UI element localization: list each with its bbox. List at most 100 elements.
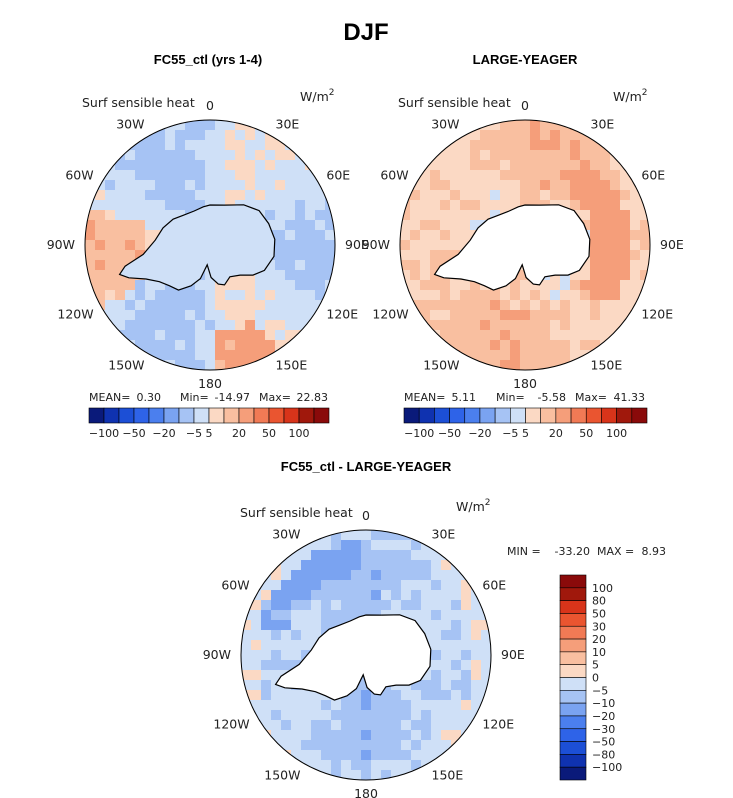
field-cell — [291, 620, 302, 631]
field-cell — [371, 570, 382, 581]
field-cell — [145, 310, 156, 321]
field-cell — [341, 750, 352, 761]
field-cell — [341, 550, 352, 561]
max-value: 8.93 — [642, 545, 667, 558]
field-cell — [315, 290, 326, 301]
field-cell — [185, 150, 196, 161]
field-cell — [391, 580, 402, 591]
field-cell — [410, 240, 421, 251]
field-cell — [450, 310, 461, 321]
colorbar-tick: −100 — [89, 427, 119, 440]
field-cell — [470, 330, 481, 341]
colorbar-swatch — [434, 407, 450, 424]
field-cell — [570, 320, 581, 331]
field-cell — [115, 210, 126, 221]
field-cell — [321, 540, 332, 551]
lon-label: 0 — [362, 508, 370, 523]
antarctica-landmass — [118, 204, 276, 291]
field-cell — [520, 190, 531, 201]
field-cell — [115, 180, 126, 191]
field-cell — [421, 730, 432, 741]
lon-label: 180 — [513, 376, 537, 391]
field-cell — [95, 260, 106, 271]
field-cell — [285, 310, 296, 321]
field-cell — [470, 130, 481, 141]
field-cell — [245, 200, 256, 211]
field-cell — [291, 730, 302, 741]
field-cell — [461, 610, 472, 621]
field-cell — [431, 750, 442, 761]
field-cell — [271, 660, 282, 671]
field-cell — [281, 700, 292, 711]
field-cell — [530, 360, 541, 370]
field-cell — [175, 120, 186, 131]
longitude-labels: 0 30E 60E 90E 120E 150E 180 150W 120W 90W 60W 30W — [362, 98, 684, 391]
field-cell — [115, 270, 126, 281]
field-cell — [371, 560, 382, 571]
field-cell — [520, 320, 531, 331]
field-cell — [600, 160, 611, 171]
field-cell — [411, 770, 422, 780]
field-cell — [570, 270, 581, 281]
field-cell — [175, 320, 186, 331]
field-cell — [145, 220, 156, 231]
field-cell — [215, 280, 226, 291]
field-cell — [315, 190, 326, 201]
colorbar-swatch — [631, 407, 648, 424]
field-cell — [145, 190, 156, 201]
lon-label: 90W — [203, 647, 231, 662]
field-cell — [265, 310, 276, 321]
colorbar-swatch — [313, 407, 330, 424]
field-cell — [411, 750, 422, 761]
field-cell — [105, 170, 116, 181]
field-cell — [520, 150, 531, 161]
field-cell — [460, 330, 471, 341]
field-cell — [275, 150, 286, 161]
field-cell — [520, 130, 531, 141]
field-cell — [481, 620, 491, 631]
field-cell — [351, 690, 362, 701]
field-cell — [630, 250, 641, 261]
field-cell — [640, 210, 650, 221]
field-cell — [430, 310, 441, 321]
field-cell — [315, 260, 326, 271]
field-cell — [411, 690, 422, 701]
field-cell — [235, 150, 246, 161]
field-cell — [391, 540, 402, 551]
field-cell — [381, 700, 392, 711]
colorbar-swatch — [223, 407, 240, 424]
field-cell — [450, 230, 461, 241]
field-cell — [441, 750, 452, 761]
field-cell — [285, 330, 296, 341]
field-cell — [285, 320, 296, 331]
field-cell — [275, 260, 286, 271]
field-cell — [451, 710, 462, 721]
field-cell — [460, 140, 471, 151]
field-cell — [311, 760, 322, 771]
field-cell — [630, 310, 641, 321]
field-cell — [305, 280, 316, 291]
field-cell — [421, 740, 432, 751]
field-cell — [295, 240, 306, 251]
field-cell — [255, 200, 266, 211]
field-cell — [570, 350, 581, 361]
field-cell — [261, 700, 272, 711]
field-cell — [410, 280, 421, 291]
field-cell — [311, 570, 322, 581]
field-cell — [450, 320, 461, 331]
field-cell — [175, 330, 186, 341]
field-cell — [401, 710, 412, 721]
field-cell — [421, 620, 432, 631]
field-cell — [361, 580, 372, 591]
field-cell — [490, 330, 501, 341]
field-cell — [205, 280, 216, 291]
field-cell — [490, 160, 501, 171]
field-cell — [135, 240, 146, 251]
field-cell — [205, 360, 216, 370]
field-cell — [251, 690, 262, 701]
field-cell — [590, 320, 601, 331]
field-cell — [275, 160, 286, 171]
field-cell — [430, 280, 441, 291]
field-cell — [471, 610, 482, 621]
field-cell — [285, 210, 296, 221]
